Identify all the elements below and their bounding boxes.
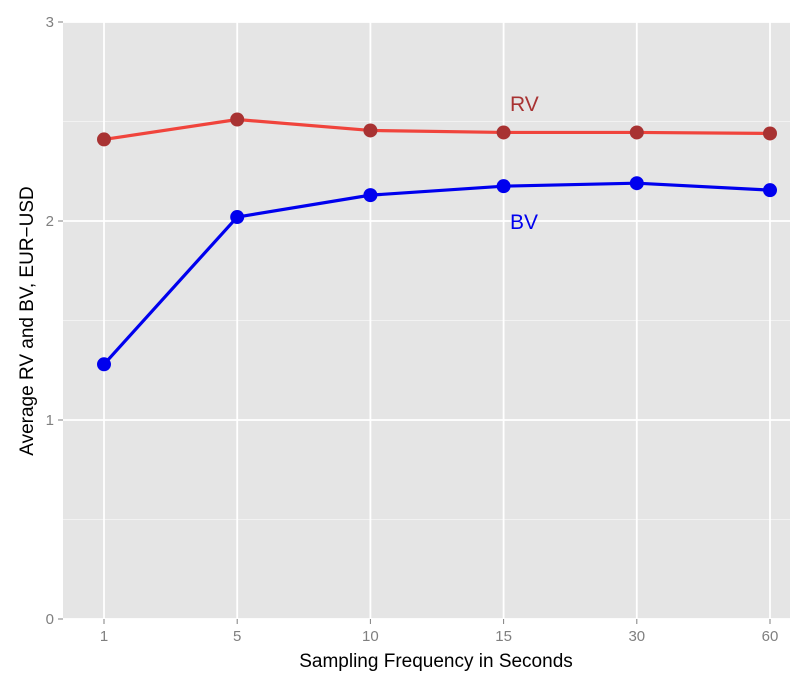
data-point-bv	[97, 357, 111, 371]
series-label-bv: BV	[510, 211, 538, 234]
data-point-rv	[630, 125, 644, 139]
data-point-rv	[497, 125, 511, 139]
y-tick-label: 1	[46, 412, 54, 429]
x-tick-label: 5	[233, 628, 241, 645]
x-tick-label: 60	[762, 628, 779, 645]
data-point-bv	[763, 183, 777, 197]
data-point-rv	[230, 113, 244, 127]
data-point-rv	[763, 126, 777, 140]
data-point-rv	[363, 123, 377, 137]
data-point-rv	[97, 132, 111, 146]
data-point-bv	[363, 188, 377, 202]
x-tick-label: 15	[495, 628, 512, 645]
series-label-rv: RV	[510, 93, 539, 116]
x-tick-label: 1	[100, 628, 108, 645]
data-point-bv	[230, 210, 244, 224]
y-tick-label: 2	[46, 213, 54, 230]
data-point-bv	[497, 179, 511, 193]
y-axis-title: Average RV and BV, EUR−USD	[17, 186, 38, 456]
y-tick-label: 3	[46, 14, 54, 31]
y-axis: 0 1 2 3	[46, 14, 63, 628]
data-point-bv	[630, 176, 644, 190]
x-tick-label: 10	[362, 628, 379, 645]
x-tick-label: 30	[628, 628, 645, 645]
x-axis-title: Sampling Frequency in Seconds	[299, 651, 573, 672]
x-axis: 1 5 10 15 30 60	[100, 619, 779, 645]
y-tick-label: 0	[46, 611, 54, 628]
